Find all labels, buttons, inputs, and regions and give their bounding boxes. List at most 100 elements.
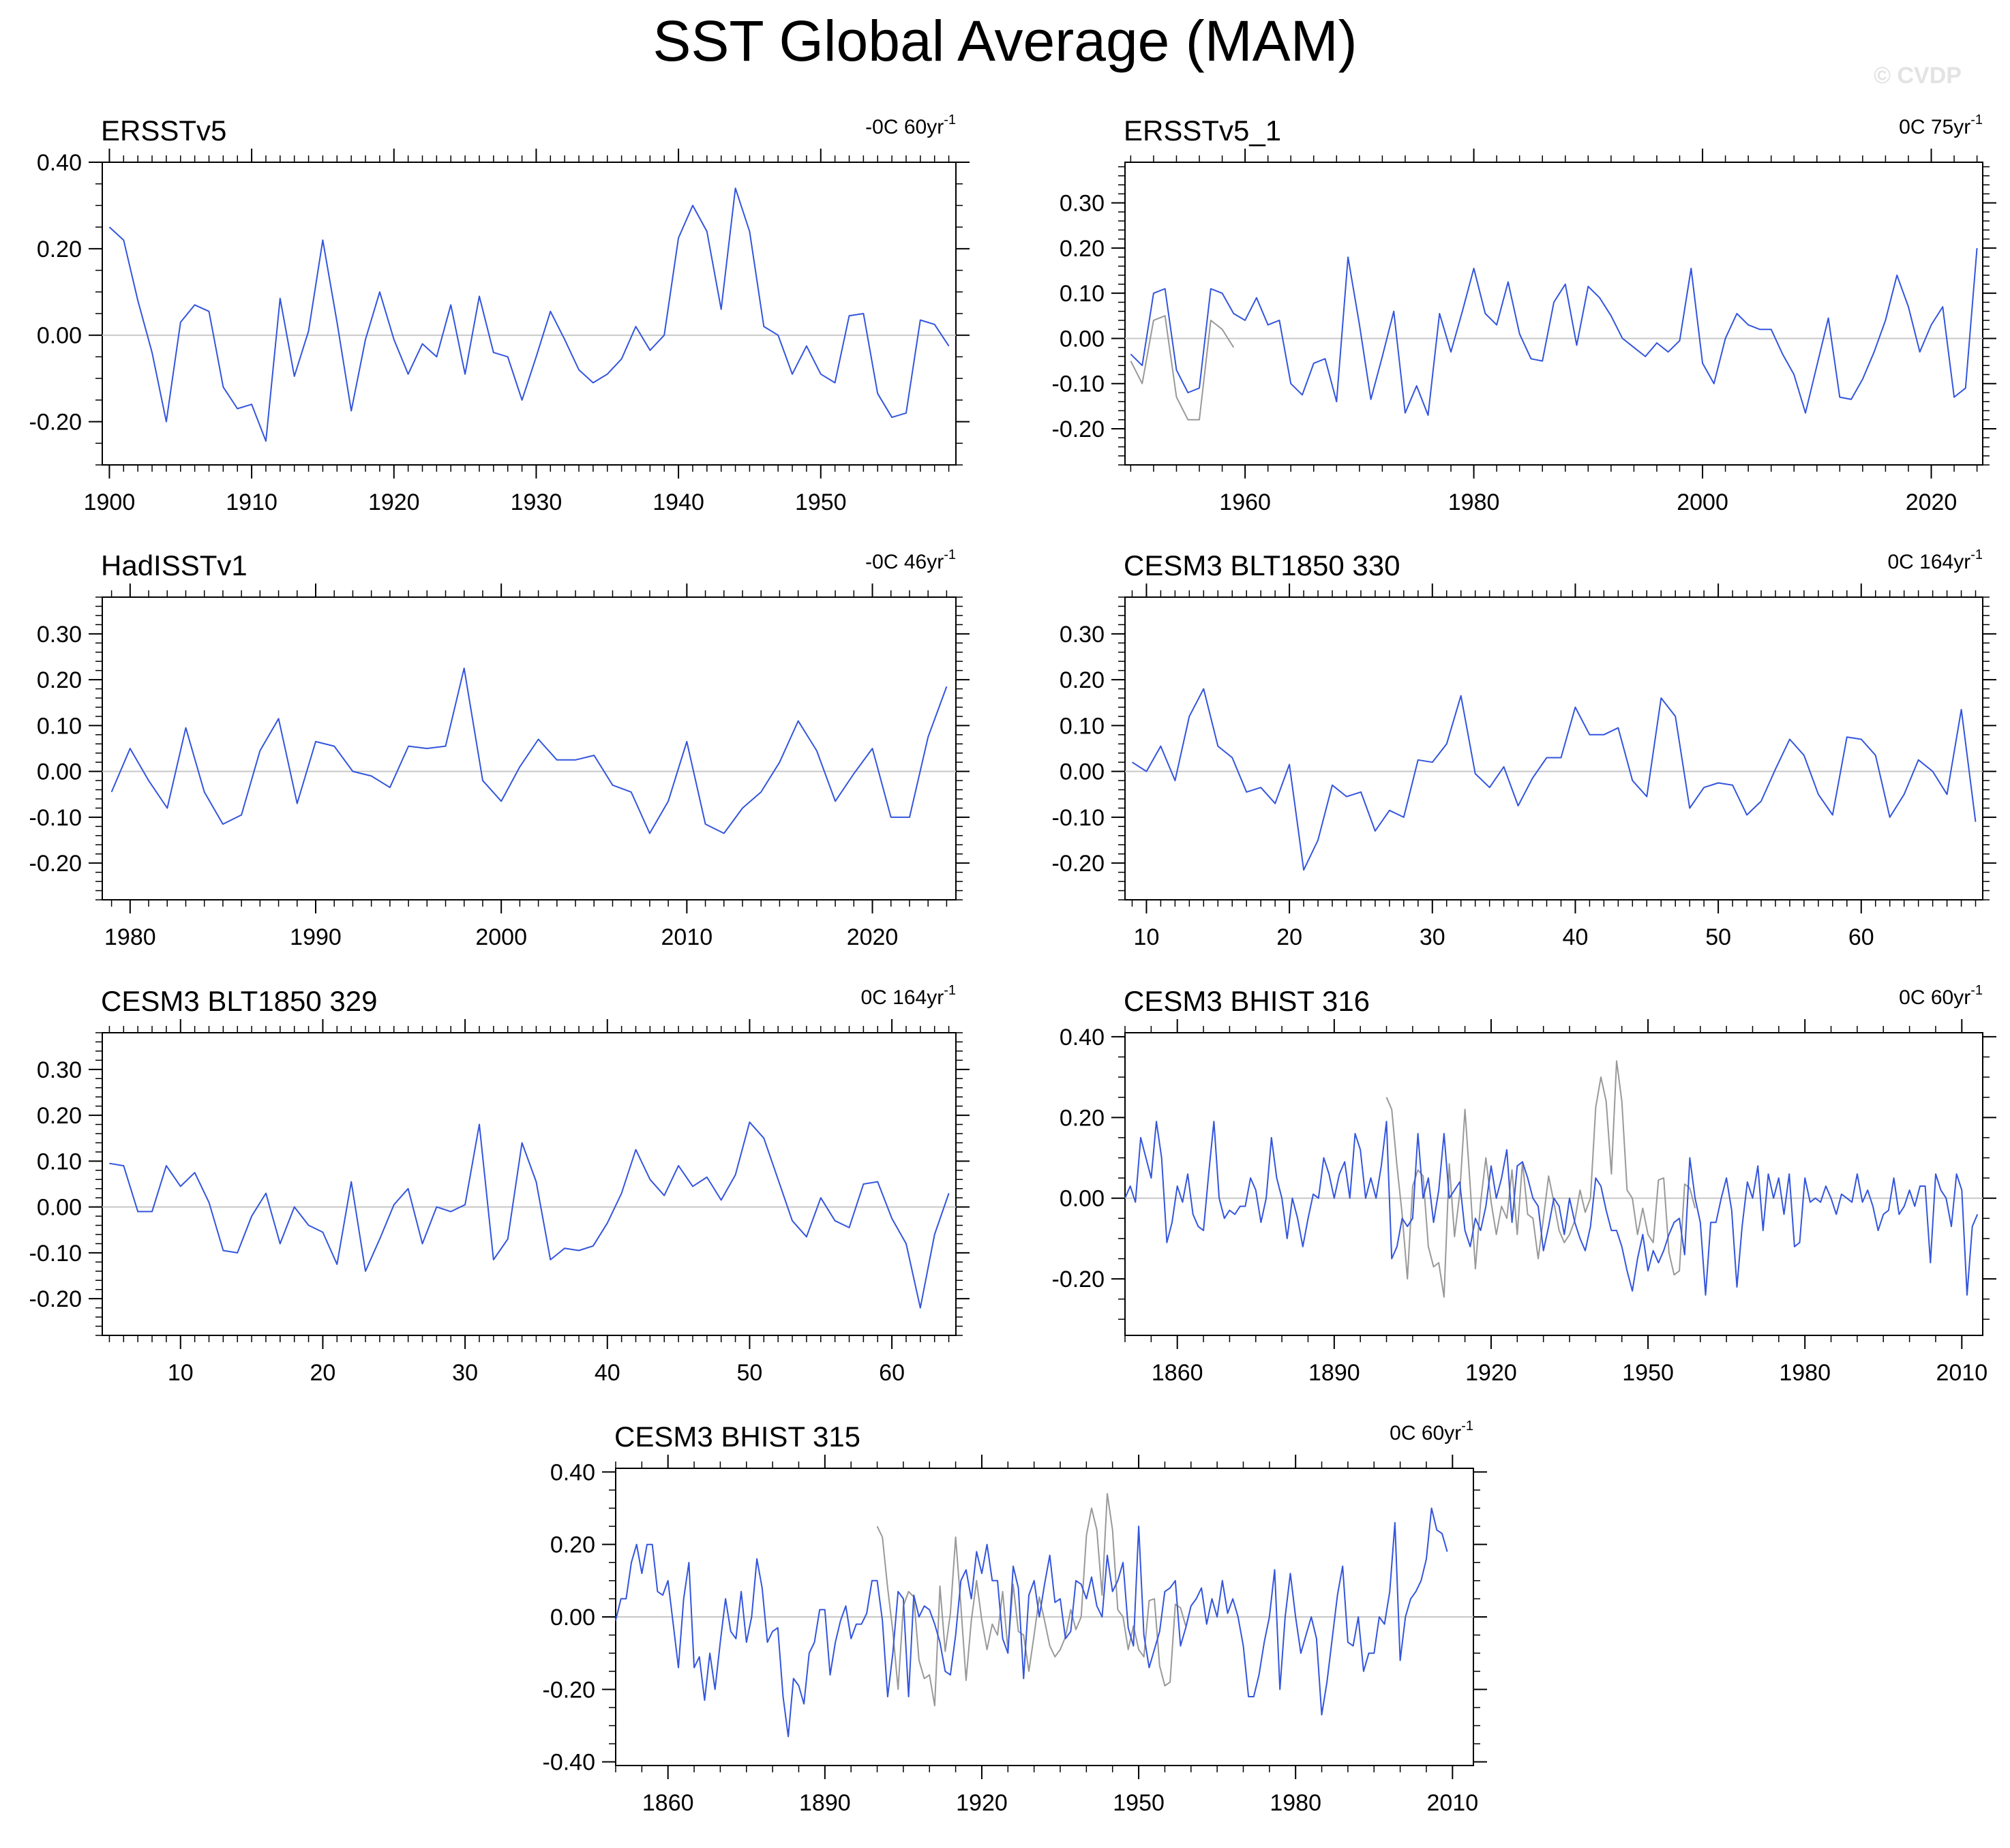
chart-panel-6: 1860 1890 1920 1950 1980 2010 -0.20 0.00 0.20 0.4… — [1052, 983, 1996, 1386]
trend-exponent: -1 — [1461, 1419, 1473, 1434]
x-tick-label: 40 — [1563, 924, 1589, 950]
y-tick-label: 0.20 — [37, 1103, 82, 1129]
trend-exponent: -1 — [1970, 112, 1983, 127]
y-tick-label: 0.20 — [550, 1532, 595, 1558]
trend-exponent: -1 — [944, 983, 956, 998]
y-tick-label: -0.20 — [1052, 1267, 1105, 1292]
panel-title: ERSSTv5 — [101, 115, 226, 147]
trend-label: 0C 75yr-1 — [1899, 112, 1983, 138]
trend-exponent: -1 — [944, 547, 956, 562]
x-tick-label: 2010 — [1426, 1790, 1478, 1816]
y-tick-label: 0.00 — [1060, 759, 1105, 785]
plot-frame — [102, 596, 957, 900]
y-tick-label: -0.10 — [29, 1241, 82, 1267]
x-tick-label: 1950 — [795, 489, 847, 515]
chart-panel-5: 10 20 30 40 50 60 -0.20 -0.10 0.00 0.10 0.20 0.30 CE… — [29, 983, 970, 1386]
chart-panel-1: 1900 1910 1920 1930 1940 1950 -0.20 0.00 0.20 0.4… — [29, 112, 970, 515]
y-tick-label: -0.20 — [29, 410, 82, 436]
x-tick-label: 1960 — [1219, 489, 1271, 515]
plot-frame — [1124, 596, 1983, 900]
y-tick-label: -0.20 — [29, 851, 82, 877]
series-line-reference — [876, 1493, 1187, 1707]
panel-title: ERSSTv5_1 — [1124, 115, 1281, 147]
y-tick-label: 0.30 — [1060, 191, 1105, 217]
y-tick-label: -0.20 — [543, 1677, 596, 1703]
x-tick-label: 1860 — [1152, 1360, 1203, 1386]
x-tick-label: 1980 — [1779, 1360, 1831, 1386]
y-tick-label: 0.30 — [37, 622, 82, 648]
x-tick-label: 2020 — [1906, 489, 1957, 515]
chart-panel-7: 1860 1890 1920 1950 1980 2010 -0.40 -0.20 0.00 0.… — [543, 1419, 1487, 1816]
y-tick-label: 0.40 — [1060, 1025, 1105, 1050]
y-tick-label: 0.40 — [550, 1459, 595, 1485]
panel-title: CESM3 BHIST 315 — [614, 1421, 860, 1453]
x-tick-label: 1910 — [226, 489, 278, 515]
panel-title: CESM3 BHIST 316 — [1124, 985, 1370, 1017]
trend-value: 0C 75yr — [1899, 116, 1970, 138]
x-tick-label: 50 — [737, 1360, 763, 1386]
trend-label: 0C 60yr-1 — [1390, 1419, 1473, 1444]
x-tick-label: 1900 — [84, 489, 136, 515]
x-tick-label: 1980 — [1270, 1790, 1321, 1816]
y-tick-label: 0.00 — [37, 759, 82, 785]
x-tick-label: 2000 — [475, 924, 527, 950]
trend-exponent: -1 — [1970, 547, 1983, 562]
y-tick-label: 0.30 — [1060, 622, 1105, 648]
trend-label: -0C 60yr-1 — [865, 112, 956, 138]
series-line — [109, 1121, 950, 1309]
plot-frame — [102, 162, 957, 466]
y-tick-label: 0.10 — [1060, 713, 1105, 739]
x-tick-label: 40 — [595, 1360, 620, 1386]
panel-title: CESM3 BLT1850 329 — [101, 985, 377, 1017]
series-line — [108, 187, 950, 442]
y-tick-label: -0.40 — [543, 1750, 596, 1776]
x-tick-label: 1890 — [799, 1790, 851, 1816]
y-tick-label: 0.00 — [550, 1605, 595, 1631]
x-tick-label: 60 — [1848, 924, 1874, 950]
x-tick-label: 1940 — [652, 489, 704, 515]
y-tick-label: 0.40 — [37, 150, 82, 176]
x-tick-label: 1890 — [1308, 1360, 1360, 1386]
panel-title: HadISSTv1 — [101, 549, 247, 581]
x-tick-label: 1990 — [290, 924, 342, 950]
x-tick-label: 20 — [1276, 924, 1302, 950]
chart-panel-4: 10 20 30 40 50 60 -0.20 -0.10 0.00 0.10 0.20 0.30 CE… — [1052, 547, 1996, 950]
trend-value: 0C 60yr — [1390, 1422, 1461, 1444]
trend-exponent: -1 — [1970, 983, 1983, 998]
x-tick-label: 2000 — [1677, 489, 1728, 515]
trend-value: -0C 46yr — [865, 551, 944, 573]
x-tick-label: 2010 — [1936, 1360, 1987, 1386]
y-tick-label: -0.10 — [1052, 372, 1105, 397]
series-line — [110, 667, 948, 834]
x-tick-label: 1920 — [956, 1790, 1008, 1816]
x-tick-label: 1920 — [1465, 1360, 1517, 1386]
y-tick-label: 0.00 — [37, 323, 82, 349]
x-tick-label: 1920 — [368, 489, 420, 515]
series-line — [1124, 1121, 1979, 1296]
x-tick-label: 1930 — [511, 489, 562, 515]
panel-title: CESM3 BLT1850 330 — [1124, 549, 1400, 581]
x-tick-label: 10 — [1134, 924, 1160, 950]
trend-label: 0C 164yr-1 — [1887, 547, 1983, 573]
trend-value: 0C 60yr — [1899, 986, 1970, 1009]
series-line — [1130, 247, 1978, 416]
chart-panel-3: 1980 1990 2000 2010 2020 -0.20 -0.10 0.00 0.10 0.… — [29, 547, 970, 950]
plot-frame — [1124, 162, 1983, 466]
y-tick-label: 0.00 — [37, 1195, 82, 1221]
y-tick-label: -0.10 — [29, 805, 82, 831]
y-tick-label: 0.20 — [1060, 667, 1105, 693]
trend-label: -0C 46yr-1 — [865, 547, 956, 573]
series-line — [1131, 688, 1977, 871]
plot-frame — [102, 1032, 957, 1336]
series-line — [615, 1507, 1448, 1738]
y-tick-label: -0.20 — [29, 1286, 82, 1312]
trend-value: 0C 164yr — [1887, 551, 1970, 573]
y-tick-label: 0.00 — [1060, 326, 1105, 352]
x-tick-label: 1980 — [104, 924, 156, 950]
watermark: © CVDP — [1874, 63, 1962, 89]
y-tick-label: 0.00 — [1060, 1186, 1105, 1212]
y-tick-label: 0.10 — [1060, 281, 1105, 307]
y-tick-label: -0.10 — [1052, 805, 1105, 831]
x-tick-label: 30 — [1420, 924, 1445, 950]
y-tick-label: -0.20 — [1052, 416, 1105, 442]
